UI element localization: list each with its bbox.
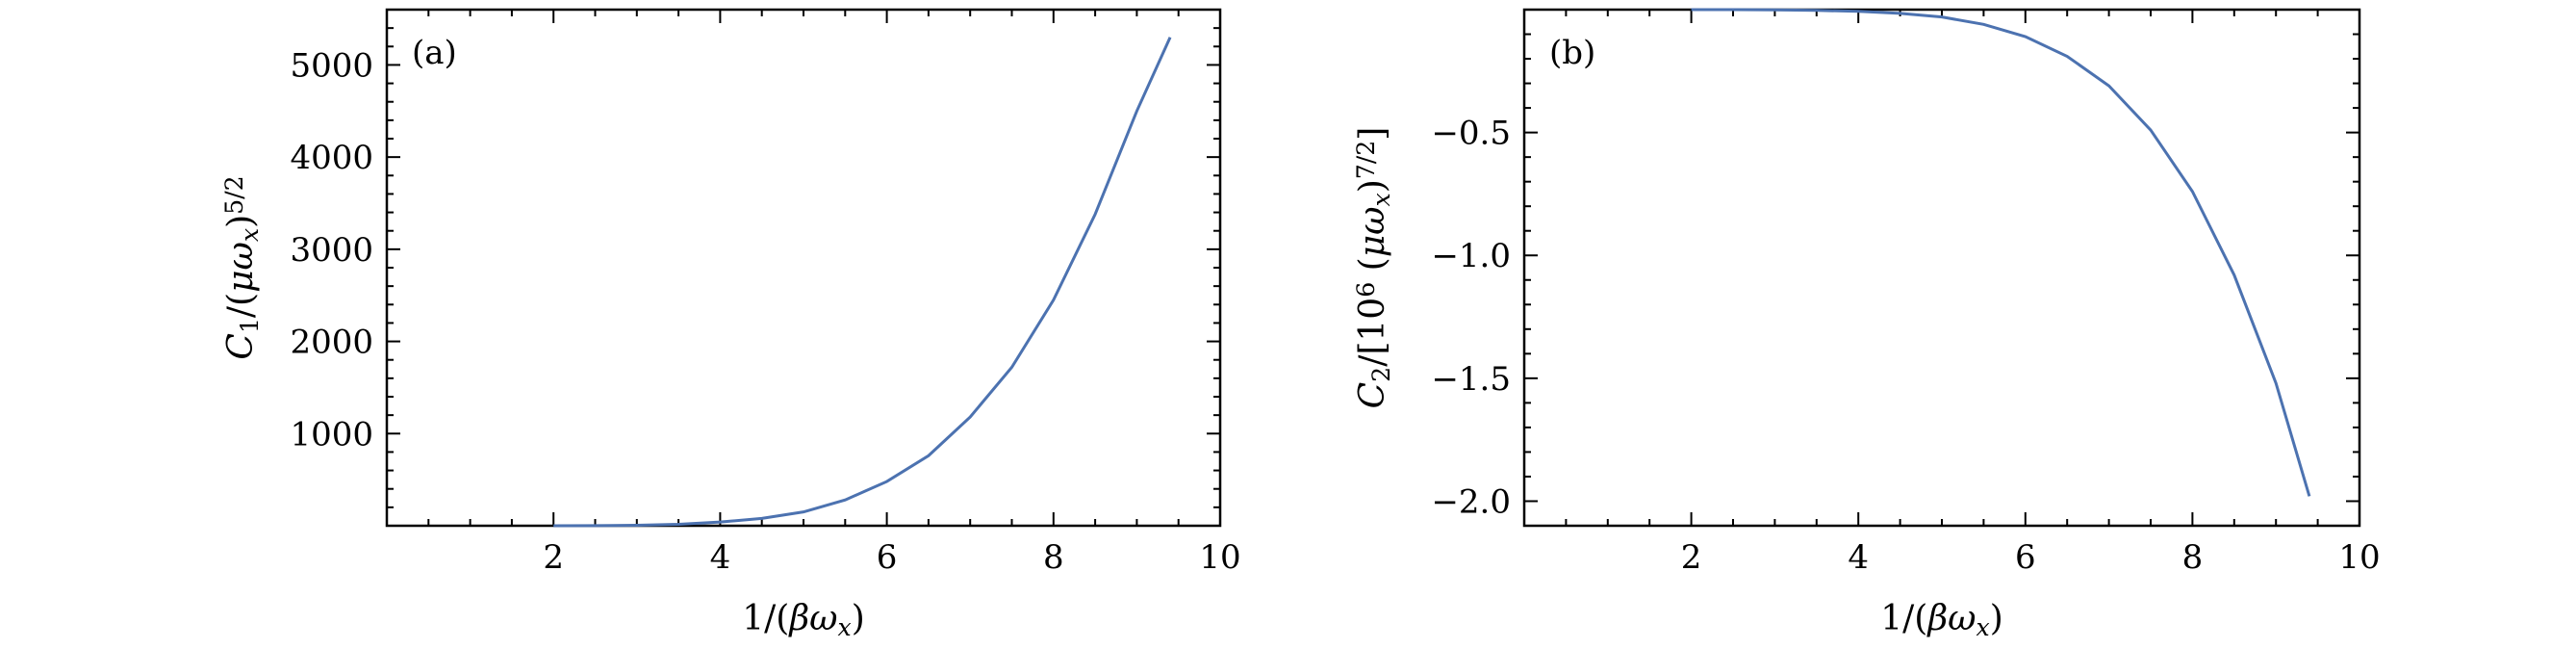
- y-tick-label: 5000: [290, 46, 373, 85]
- x-tick-label: 6: [2015, 538, 2036, 577]
- chart-panel-a: 2 4 6 8 10 1000 2000 3000 4000 5000 (a) 1/(βωx) C1/(…: [220, 8, 1241, 641]
- plot-frame: [1522, 8, 2361, 528]
- y-axis-label: C2/[106 (μωx)7/2]: [1352, 127, 1395, 409]
- x-tick-label: 6: [877, 538, 898, 577]
- y-tick-label: −2.0: [1431, 482, 1511, 521]
- y-tick-label: 1000: [290, 415, 373, 454]
- x-axis-label: 1/(βωx): [1880, 599, 2003, 641]
- x-tick-label: 10: [1199, 538, 1240, 577]
- series-line-0: [553, 37, 1172, 528]
- y-tick-label: 3000: [290, 231, 373, 270]
- x-tick-label: 8: [1043, 538, 1064, 577]
- panel-label: (b): [1549, 34, 1595, 72]
- y-tick-label: −1.0: [1431, 237, 1511, 275]
- x-tick-label: 10: [2338, 538, 2380, 577]
- x-axis-label: 1/(βωx): [742, 599, 865, 641]
- x-tick-label: 2: [1681, 538, 1702, 577]
- y-tick-label: 4000: [290, 139, 373, 177]
- chart-panel-b: 2 4 6 8 10 −0.5 −1.0 −1.5 −2.0 (b) 1/(βωx) C2/[106 …: [1352, 8, 2381, 641]
- y-axis-label: C1/(μωx)5/2: [220, 175, 264, 359]
- series-line-0: [1691, 8, 2311, 497]
- plot-frame: [385, 8, 1222, 528]
- x-tick-label: 4: [1848, 538, 1869, 577]
- panel-label: (a): [412, 34, 457, 72]
- y-tick-label: −1.5: [1431, 360, 1511, 399]
- x-tick-label: 4: [710, 538, 731, 577]
- y-tick-label: 2000: [290, 324, 373, 362]
- x-tick-label: 2: [543, 538, 564, 577]
- x-tick-label: 8: [2182, 538, 2204, 577]
- y-tick-label: −0.5: [1431, 115, 1511, 153]
